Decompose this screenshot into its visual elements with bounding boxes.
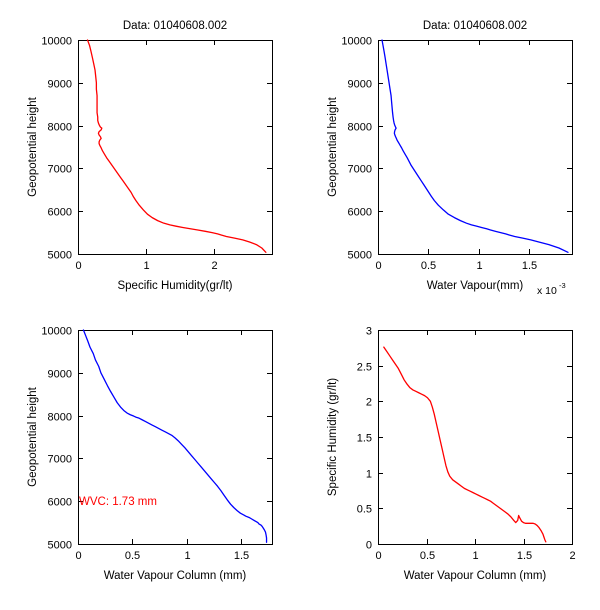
x-tick-label: 1.5 — [234, 550, 249, 562]
y-tick-label: 6000 — [348, 207, 372, 219]
x-tick-label: 2 — [569, 550, 575, 562]
y-tick-label: 9000 — [48, 369, 72, 381]
x-tick-label: 0.5 — [421, 260, 436, 272]
y-tick-label: 0.5 — [357, 504, 372, 516]
plot-title: Data: 01040608.002 — [423, 20, 527, 32]
plot-title: Data: 01040608.002 — [123, 20, 227, 32]
plot-panel-specific-humidity-vs-height[interactable]: Data: 01040608.002 0 1 2 5000 6000 7000 8000 900… — [0, 0, 300, 305]
y-tick-label: 10000 — [41, 36, 72, 48]
x-tick-label: 2 — [211, 260, 217, 272]
x-tick-label: 1 — [143, 260, 149, 272]
x-tick-label: 0.5 — [420, 550, 435, 562]
axes-box — [378, 40, 573, 255]
x-axis-exponent-power: -3 — [559, 281, 566, 290]
x-tick-label: 1.5 — [522, 260, 537, 272]
x-tick-label: 1.5 — [517, 550, 532, 562]
x-axis-label: Water Vapour Column (mm) — [104, 570, 247, 582]
y-tick-label: 10000 — [41, 326, 72, 338]
plot-panel-water-vapour-column-vs-height[interactable]: 0 0.5 1 1.5 5000 6000 7000 8000 9000 10000 Water V… — [0, 305, 300, 610]
axes-box — [78, 330, 273, 545]
plot-panel-specific-humidity-vs-water-vapour-column[interactable]: 0 0.5 1 1.5 2 0 0.5 1 1.5 2 2.5 3 Water Vapour Colum… — [300, 305, 600, 610]
x-tick-label: 0.5 — [125, 550, 140, 562]
y-tick-label: 1 — [366, 469, 372, 481]
y-tick-label: 0 — [366, 540, 372, 552]
x-axis-label: Water Vapour Column (mm) — [404, 570, 547, 582]
y-tick-label: 5000 — [348, 250, 372, 262]
y-axis-label: Geopotential height — [327, 96, 339, 197]
y-tick-label: 6000 — [48, 497, 72, 509]
plot-panel-water-vapour-vs-height[interactable]: Data: 01040608.002 0 0.5 1 1.5 5000 6000 7000 80… — [300, 0, 600, 305]
wvc-annotation: WVC: 1.73 mm — [79, 496, 157, 508]
y-tick-label: 8000 — [348, 122, 372, 134]
y-tick-label: 7000 — [348, 164, 372, 176]
data-series-line — [82, 329, 268, 543]
y-tick-label: 9000 — [48, 79, 72, 91]
y-axis-label: Specific Humidity (gr/lt) — [327, 378, 339, 496]
y-tick-label: 1.5 — [357, 433, 372, 445]
x-tick-label: 1 — [184, 550, 190, 562]
y-tick-label: 2.5 — [357, 362, 372, 374]
y-tick-label: 7000 — [48, 164, 72, 176]
y-tick-label: 5000 — [48, 250, 72, 262]
y-tick-label: 7000 — [48, 454, 72, 466]
y-tick-label: 3 — [366, 326, 372, 338]
axes-box — [78, 40, 273, 255]
y-axis-label: Geopotential height — [27, 386, 39, 487]
x-axis-exponent-label: x 10 — [537, 285, 557, 297]
data-series-line — [383, 346, 547, 543]
data-series-line — [381, 39, 569, 253]
x-tick-label: 0 — [375, 550, 381, 562]
x-tick-label: 0 — [75, 260, 81, 272]
y-tick-label: 8000 — [48, 412, 72, 424]
data-series-line — [86, 39, 267, 253]
y-tick-label: 10000 — [341, 36, 372, 48]
x-axis-label: Specific Humidity(gr/lt) — [117, 280, 232, 292]
y-tick-label: 5000 — [48, 540, 72, 552]
y-tick-label: 2 — [366, 397, 372, 409]
x-tick-label: 1 — [472, 550, 478, 562]
axes-box — [378, 330, 573, 545]
x-axis-label: Water Vapour(mm) — [427, 280, 524, 292]
y-tick-label: 8000 — [48, 122, 72, 134]
y-tick-label: 6000 — [48, 207, 72, 219]
x-tick-label: 0 — [375, 260, 381, 272]
x-tick-label: 1 — [476, 260, 482, 272]
y-axis-label: Geopotential height — [27, 96, 39, 197]
x-tick-label: 0 — [75, 550, 81, 562]
y-tick-label: 9000 — [348, 79, 372, 91]
